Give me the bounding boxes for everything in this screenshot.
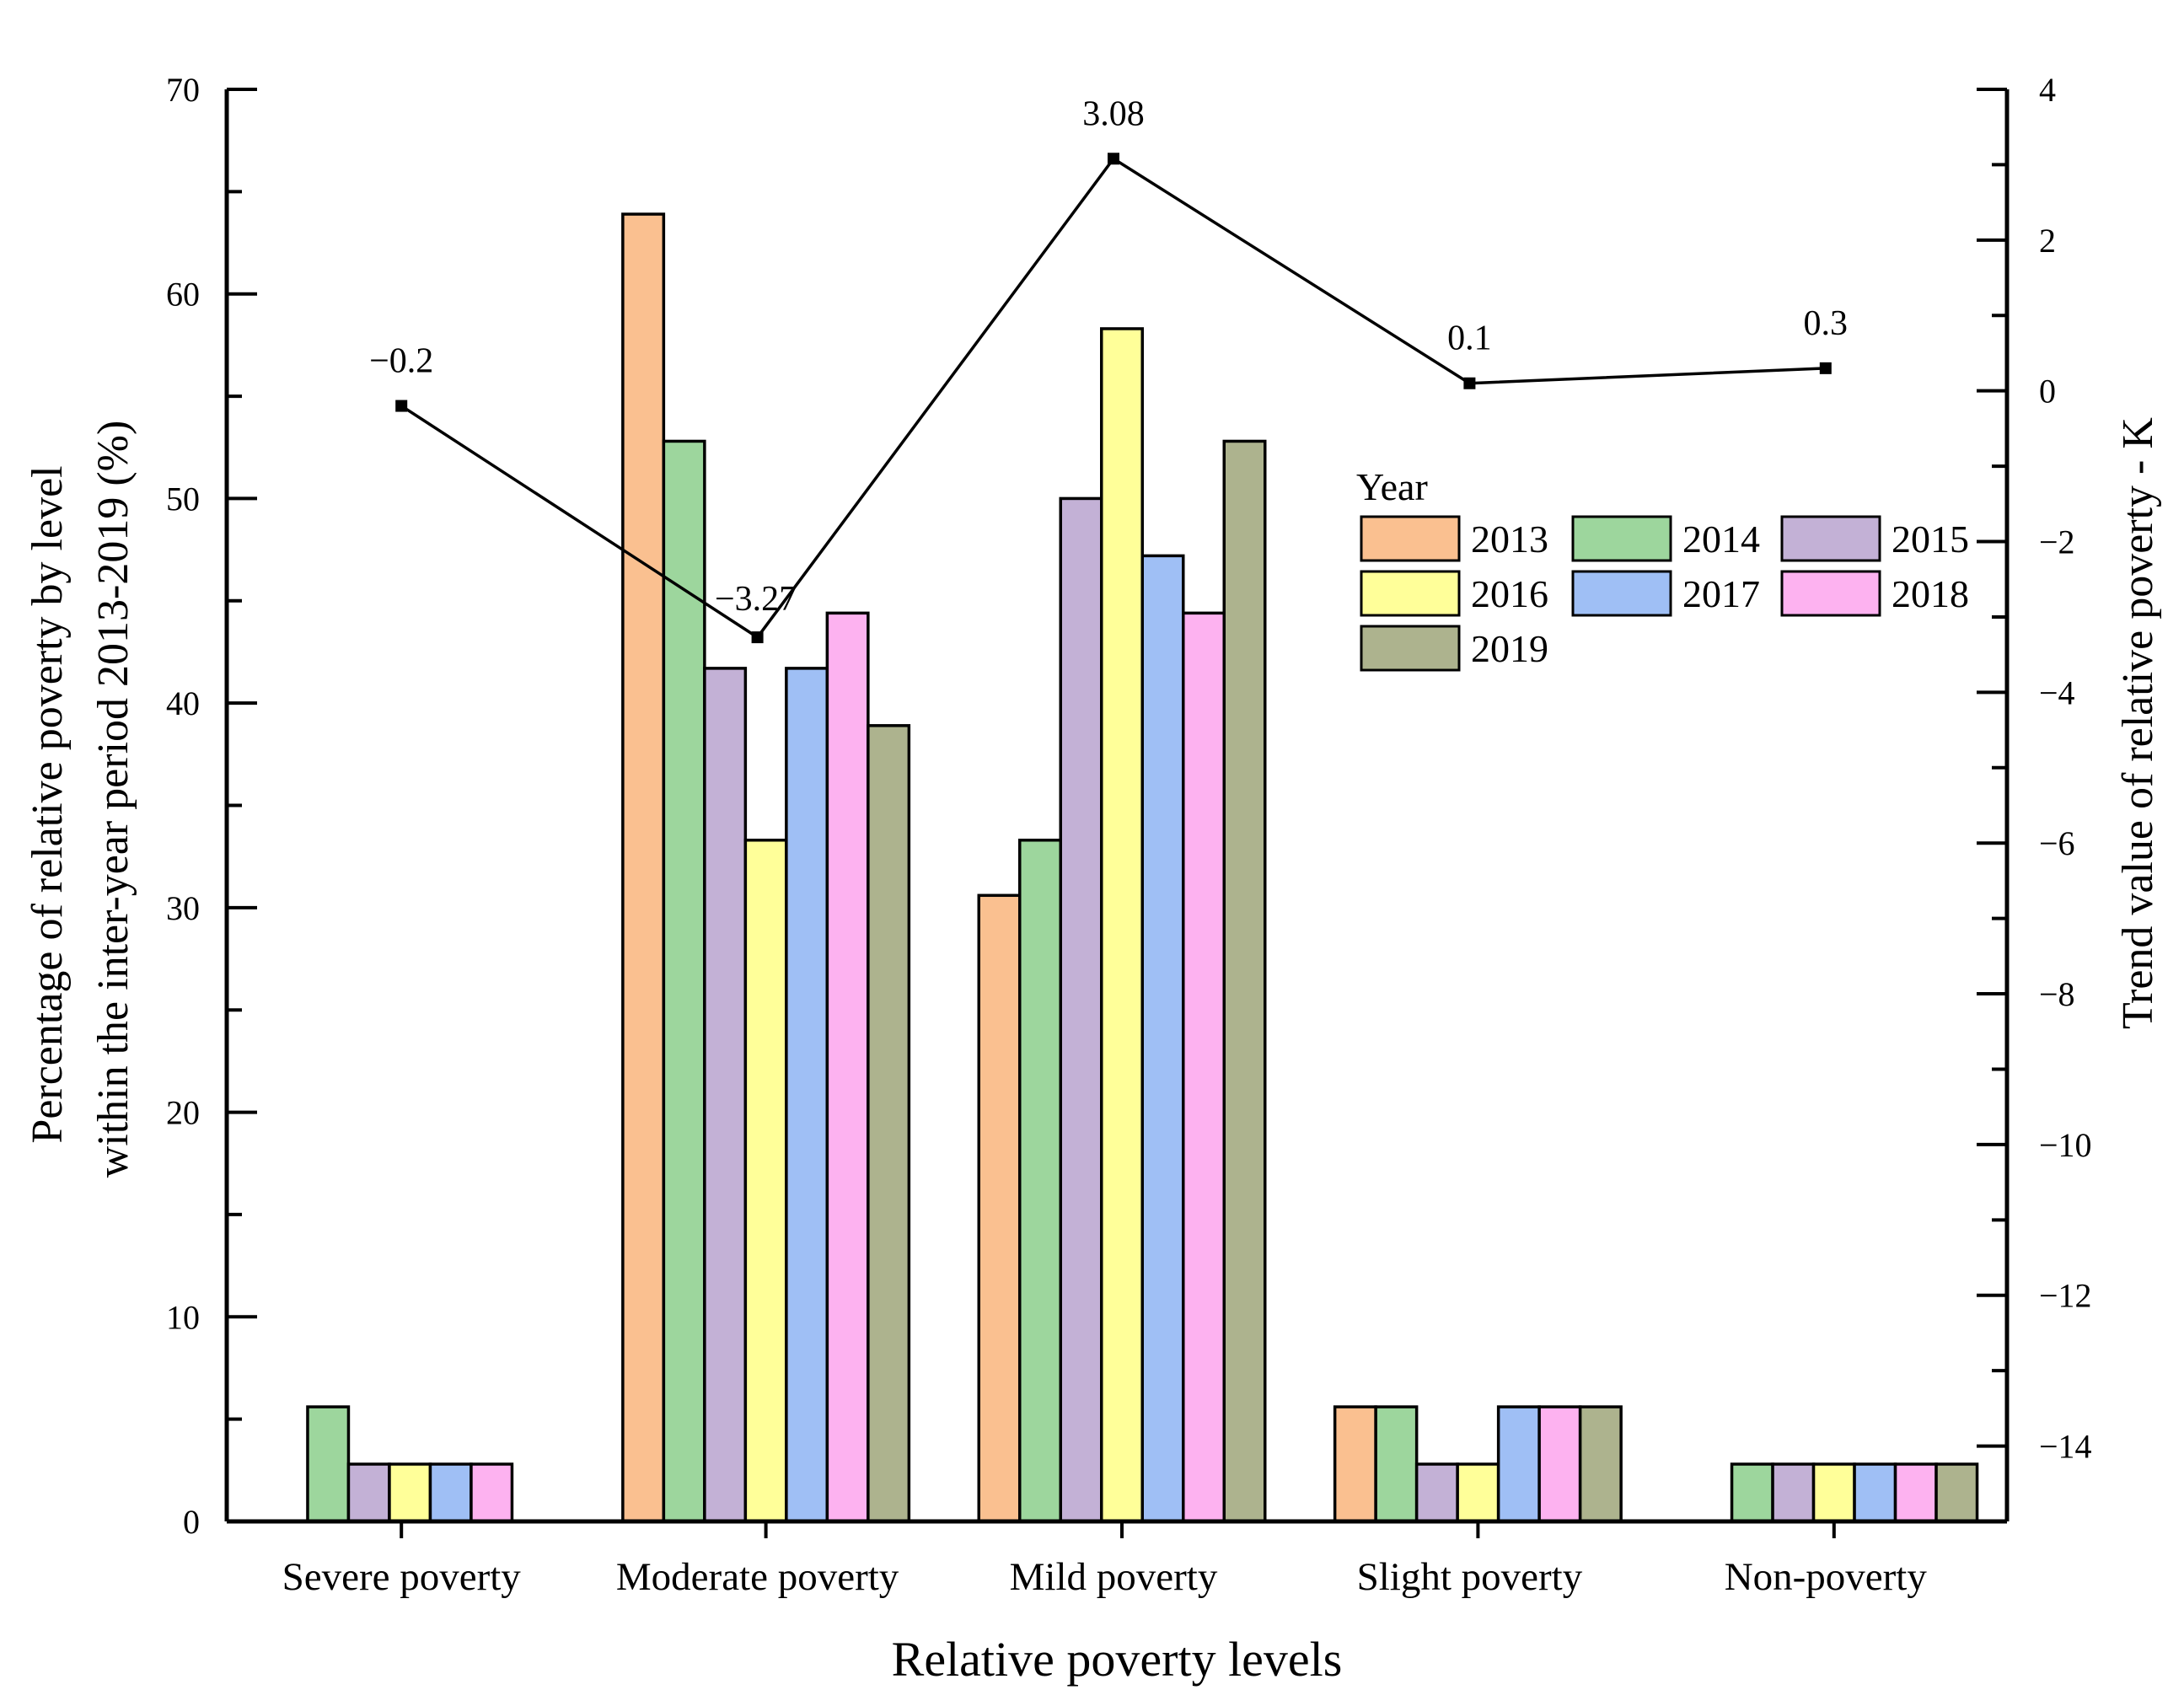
bar-group-non-poverty: [1730, 1462, 1979, 1523]
legend-swatch-2016: [1360, 570, 1461, 617]
legend-label-2013: 2013: [1471, 518, 1548, 561]
axes: [224, 89, 2010, 1524]
bar-2016: [1100, 327, 1144, 1523]
bar-2019: [1578, 1405, 1623, 1523]
trend-label: 0.1: [1447, 319, 1492, 358]
bar-group-mild-poverty: [977, 327, 1267, 1523]
bar-2016: [743, 839, 788, 1523]
category-label: Slight poverty: [1357, 1555, 1583, 1599]
bar-2014: [306, 1405, 351, 1523]
bar-2018: [470, 1462, 514, 1523]
bar-2014: [1374, 1405, 1419, 1523]
y-tick-label: 10: [166, 1298, 200, 1336]
legend-label-2014: 2014: [1682, 518, 1760, 561]
legend: Year 2013 2014 2015 2016 2017 2018 2019: [1356, 465, 1969, 672]
y2-tick-label: −2: [2039, 523, 2075, 561]
legend-swatch-2019: [1360, 625, 1461, 672]
y2-tick-label: 0: [2039, 373, 2056, 410]
trend-point: [395, 400, 408, 412]
y-tick-label: 70: [166, 71, 200, 109]
bar-group-moderate-poverty: [621, 212, 911, 1523]
trend-point: [1108, 153, 1119, 165]
legend-swatch-2018: [1780, 570, 1881, 617]
bar-2015: [346, 1462, 391, 1523]
legend-label-2019: 2019: [1471, 627, 1548, 670]
y-tick-label: 60: [166, 276, 200, 314]
bar-2018: [1182, 611, 1226, 1523]
bar-2014: [662, 439, 706, 1523]
category-labels: Severe poverty Moderate poverty Mild pover…: [282, 1521, 1928, 1599]
trend-label: −3.27: [715, 580, 797, 619]
y-tick-label: 20: [166, 1094, 200, 1132]
trend-point: [1819, 362, 1832, 374]
y-tick-label: 0: [183, 1503, 200, 1541]
bar-groups: [306, 212, 1979, 1523]
category-label: Mild poverty: [1010, 1555, 1218, 1599]
legend-label-2017: 2017: [1682, 572, 1760, 615]
bar-2014: [1018, 839, 1062, 1523]
y-axis-title: Percentage of relative poverty by level …: [24, 421, 137, 1178]
bar-2017: [1496, 1405, 1541, 1523]
y-tick-label: 30: [166, 889, 200, 927]
bar-2017: [785, 667, 829, 1523]
bar-group-slight-poverty: [1333, 1405, 1623, 1523]
bar-2017: [1140, 554, 1185, 1523]
y2-axis-ticks: 4 2 0 −2 −4 −6 −8 −10 −12 −14: [1977, 71, 2092, 1523]
bar-2018: [1893, 1462, 1938, 1523]
y-axis-title-line-2: within the inter-year period 2013-2019 (…: [89, 421, 137, 1178]
y2-tick-label: −8: [2039, 975, 2075, 1013]
y2-axis-title: Trend value of relative poverty - K: [2114, 417, 2162, 1029]
y2-tick-label: −12: [2039, 1277, 2092, 1315]
trend-series: −0.2 −3.27 3.08 0.1 0.3: [369, 94, 1849, 644]
bar-2018: [825, 611, 870, 1523]
bar-2016: [1456, 1462, 1500, 1523]
trend-label: −0.2: [369, 342, 433, 381]
bar-2015: [1059, 496, 1103, 1523]
bar-2017: [1853, 1462, 1897, 1523]
category-label: Non-poverty: [1725, 1555, 1928, 1599]
bar-2015: [703, 667, 748, 1523]
y2-tick-label: −4: [2039, 673, 2075, 711]
category-label: Severe poverty: [282, 1555, 522, 1599]
legend-swatch-2013: [1360, 515, 1461, 562]
x-axis-title: Relative poverty levels: [892, 1632, 1343, 1687]
legend-swatch-2014: [1571, 515, 1672, 562]
y2-tick-label: −10: [2039, 1126, 2092, 1164]
bar-2019: [1222, 439, 1267, 1523]
legend-swatch-2017: [1571, 570, 1672, 617]
category-label: Moderate poverty: [616, 1555, 899, 1599]
legend-label-2016: 2016: [1471, 572, 1548, 615]
y-tick-label: 40: [166, 684, 200, 722]
bar-2013: [1333, 1405, 1377, 1523]
legend-label-2015: 2015: [1892, 518, 1969, 561]
bar-2013: [621, 212, 666, 1523]
bar-2014: [1730, 1462, 1774, 1523]
trend-label: 3.08: [1082, 94, 1145, 133]
y2-tick-label: −14: [2039, 1428, 2092, 1466]
bar-2015: [1414, 1462, 1459, 1523]
bar-2017: [428, 1462, 473, 1523]
bar-2016: [388, 1462, 432, 1523]
trend-label: 0.3: [1804, 304, 1849, 343]
trend-point: [751, 631, 764, 644]
y-axis-ticks: 0 10 20 30 40 50 60 70: [166, 71, 257, 1541]
legend-swatch-2015: [1780, 515, 1881, 562]
legend-title: Year: [1356, 465, 1428, 508]
bar-2015: [1771, 1462, 1816, 1523]
bar-2019: [1934, 1462, 1979, 1523]
y-tick-label: 50: [166, 480, 200, 518]
legend-label-2018: 2018: [1892, 572, 1969, 615]
bar-group-severe-poverty: [306, 1405, 514, 1523]
bar-2013: [977, 893, 1022, 1523]
trend-point: [1463, 377, 1476, 389]
y2-tick-label: 2: [2039, 222, 2056, 260]
bar-2016: [1811, 1462, 1856, 1523]
bar-2018: [1537, 1405, 1582, 1523]
bar-2019: [867, 724, 911, 1523]
y2-tick-label: −6: [2039, 824, 2075, 862]
y2-tick-label: 4: [2039, 71, 2056, 109]
y-axis-title-line-1: Percentage of relative poverty by level: [24, 465, 72, 1143]
